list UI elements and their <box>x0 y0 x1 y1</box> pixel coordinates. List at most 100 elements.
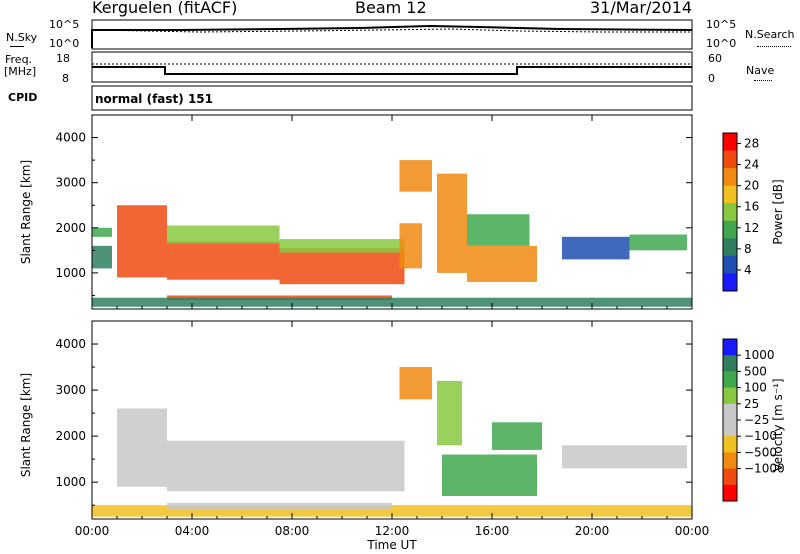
power-chart: 1000 2000 3000 4000 4 8 12 16 20 24 28 <box>55 114 759 310</box>
station-title: Kerguelen (fitACF) <box>92 0 238 17</box>
x-tick-label: 20:00 <box>575 524 610 538</box>
x-tick-label: 08:00 <box>275 524 310 538</box>
nave-label: Nave <box>746 64 775 77</box>
colorbar-swatch <box>723 273 737 292</box>
cpid-label: CPID <box>8 91 38 104</box>
colorbar-tick-label: 1000 <box>744 348 775 362</box>
colorbar-swatch <box>723 452 737 470</box>
data-region <box>442 454 537 496</box>
y-tick-label: 4000 <box>55 337 86 351</box>
data-region <box>279 248 405 285</box>
colorbar-swatch <box>723 150 737 169</box>
data-region <box>492 422 542 450</box>
y-tick-label: 1000 <box>55 475 86 489</box>
velocity-ylabel: Slant Range [km] <box>19 372 33 478</box>
x-tick-label: 00:00 <box>75 524 110 538</box>
colorbar-tick-label: −1000 <box>744 462 785 476</box>
colorbar-swatch <box>723 133 737 152</box>
colorbar-swatch <box>723 387 737 405</box>
data-region <box>562 236 630 260</box>
velocity-chart: 1000 2000 3000 4000 00:00 04:00 08:00 12:00 16:0… <box>55 320 785 538</box>
colorbar-swatch <box>723 420 737 437</box>
data-region <box>92 297 692 307</box>
nsky-line-key <box>10 46 24 47</box>
colorbar-tick-label: 24 <box>744 158 759 172</box>
y-tick-label: 1000 <box>55 266 86 280</box>
data-region <box>92 505 692 517</box>
colorbar-tick-label: −25 <box>744 413 769 427</box>
data-region <box>117 408 167 487</box>
colorbar-tick-label: 12 <box>744 221 759 235</box>
colorbar-tick-label: 25 <box>744 397 759 411</box>
colorbar-tick-label: 28 <box>744 137 759 151</box>
colorbar-swatch <box>723 355 737 372</box>
colorbar-swatch <box>723 403 737 421</box>
freq-tick-top: 18 <box>56 52 70 65</box>
nave-tick-bottom: 0 <box>708 72 715 85</box>
data-region <box>437 173 467 273</box>
nsky-label: N.Sky <box>6 31 38 44</box>
colorbar-swatch <box>723 339 737 356</box>
colorbar-tick-label: 16 <box>744 200 759 214</box>
colorbar-tick-label: 4 <box>744 263 752 277</box>
colorbar-swatch <box>723 168 737 187</box>
date-title: 31/Mar/2014 <box>590 0 693 17</box>
colorbar-tick-label: 8 <box>744 242 752 256</box>
y-tick-label: 3000 <box>55 176 86 190</box>
nsearch-tick-top: 10^5 <box>706 18 737 31</box>
colorbar-tick-label: 100 <box>744 381 767 395</box>
colorbar-swatch <box>723 255 737 274</box>
nave-line-key <box>754 80 772 81</box>
colorbar-tick-label: 500 <box>744 364 767 378</box>
cpid-panel-frame <box>91 85 693 111</box>
y-tick-label: 2000 <box>55 429 86 443</box>
data-region <box>437 380 462 446</box>
power-ylabel: Slant Range [km] <box>19 159 33 265</box>
nsearch-tick-bottom: 10^0 <box>706 37 737 50</box>
colorbar-frame <box>722 132 738 292</box>
nsearch-line-key <box>757 46 791 47</box>
nsky-tick-top: 10^5 <box>49 18 80 31</box>
data-region <box>117 205 167 278</box>
colorbar-swatch <box>723 220 737 239</box>
data-region <box>399 160 432 192</box>
data-region <box>629 234 687 251</box>
nsky-panel-frame <box>91 19 693 50</box>
y-tick-label: 4000 <box>55 131 86 145</box>
data-region <box>92 245 112 269</box>
beam-title: Beam 12 <box>355 0 427 17</box>
power-colorbar-label: Power [dB] <box>771 179 785 245</box>
x-tick-label: 12:00 <box>375 524 410 538</box>
nave-tick-top: 60 <box>708 52 722 65</box>
y-tick-label: 2000 <box>55 221 86 235</box>
data-region <box>167 502 392 510</box>
data-region <box>279 239 405 253</box>
colorbar-tick-label: 20 <box>744 179 759 193</box>
time-xlabel: Time UT <box>367 538 417 552</box>
colorbar-tick-label: −100 <box>744 429 777 443</box>
nsky-tick-bottom: 10^0 <box>49 37 80 50</box>
data-region <box>399 367 432 400</box>
colorbar-swatch <box>723 371 737 389</box>
freq-tick-bottom: 8 <box>62 72 69 85</box>
data-region <box>167 225 280 244</box>
data-region <box>167 241 280 280</box>
data-region <box>562 445 687 469</box>
y-tick-label: 3000 <box>55 383 86 397</box>
colorbar-tick-label: −500 <box>744 445 777 459</box>
x-tick-label: 04:00 <box>175 524 210 538</box>
x-tick-label: 16:00 <box>475 524 510 538</box>
colorbar-swatch <box>723 203 737 222</box>
nsky-trace <box>91 24 693 48</box>
data-region <box>92 227 112 237</box>
colorbar-swatch <box>723 436 737 453</box>
x-tick-label: 00:00 <box>675 524 710 538</box>
data-region <box>399 223 422 269</box>
freq-unit: [MHz] <box>4 65 37 78</box>
colorbar-swatch <box>723 484 737 502</box>
velocity-colorbar-label: Velocity [m s⁻¹] <box>771 378 785 472</box>
nsearch-label: N.Search <box>745 28 795 41</box>
data-region <box>167 440 405 492</box>
freq-label: Freq. <box>5 53 33 66</box>
